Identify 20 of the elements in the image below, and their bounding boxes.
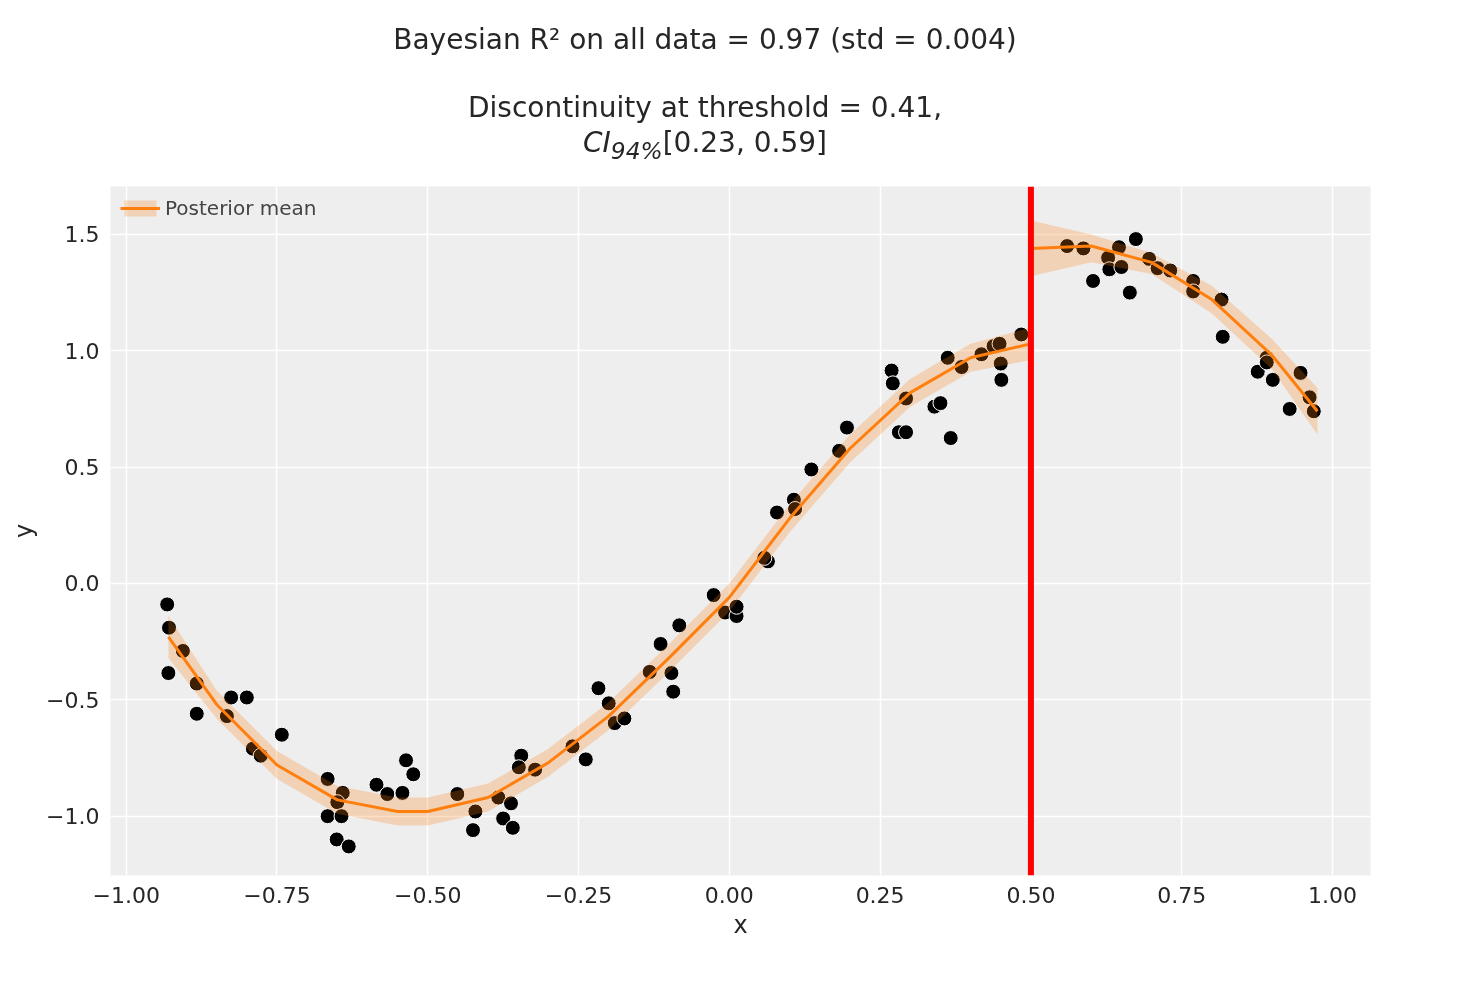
x-tick-label: 0.50 [1006,882,1056,908]
x-tick-label: 0.25 [855,882,905,908]
y-axis-title: y [10,523,39,538]
y-tick-label: 1.5 [64,222,100,248]
y-tick-label: 0.0 [64,571,100,597]
x-tick-label: −1.00 [92,882,160,908]
y-tick-label: 1.0 [64,338,100,364]
chart-subtitle: Discontinuity at threshold = 0.41, CI$_{94%}$[0.23, 0.59] [466,90,944,166]
legend-label: Posterior mean [165,195,317,220]
y-tick-label: 0.5 [64,454,100,480]
chart-title: Bayesian R² on all data = 0.97 (std = 0.004) [393,22,1017,58]
x-tick-label: −0.75 [243,882,311,908]
x-tick-label: 0.00 [704,882,754,908]
y-tick-label: −1.0 [46,803,100,829]
x-tick-label: −0.25 [544,882,613,908]
x-tick-label: −0.50 [394,882,462,908]
x-tick-label: 1.00 [1308,882,1357,908]
x-tick-label: 0.75 [1157,882,1207,908]
x-axis-title: x [733,910,748,939]
y-tick-label: −0.5 [46,687,100,713]
